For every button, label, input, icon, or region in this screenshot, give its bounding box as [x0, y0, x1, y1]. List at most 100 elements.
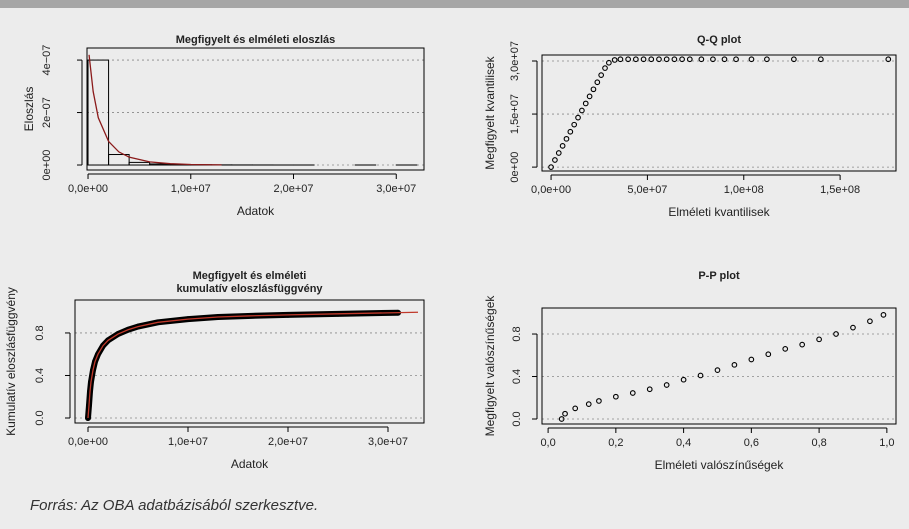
x-axis-label: Elméleti valószínűségek	[655, 458, 785, 472]
x-axis-label: Adatok	[237, 204, 275, 218]
point	[594, 79, 601, 86]
plot-box	[86, 47, 425, 171]
y-axis-label: Kumulatív eloszlásfüggvény	[4, 287, 18, 436]
point	[710, 56, 716, 63]
bar	[128, 161, 151, 166]
point	[782, 346, 789, 352]
point	[559, 143, 566, 149]
point	[625, 56, 631, 63]
point	[816, 336, 822, 343]
x-axis-label: Adatok	[231, 457, 269, 471]
bar	[87, 59, 110, 166]
y-axis-label: Eloszlás	[22, 87, 36, 132]
x-tick-label: 0,6	[744, 437, 759, 449]
y-tick-label: 0.8	[511, 326, 523, 341]
point	[572, 405, 579, 412]
x-tick-label: 1,0e+07	[171, 183, 211, 195]
point	[552, 157, 558, 163]
point	[548, 164, 554, 170]
point	[765, 351, 772, 358]
point	[648, 56, 655, 63]
x-tick-label: 5,0e+07	[627, 184, 667, 196]
point	[733, 56, 739, 63]
x-tick-label: 2,0e+07	[268, 436, 308, 448]
x-tick-label: 3,0e+07	[376, 183, 416, 195]
point	[579, 107, 585, 114]
point	[764, 56, 770, 63]
point	[721, 56, 728, 63]
point	[885, 56, 892, 63]
x-tick-label: 0,4	[676, 437, 691, 449]
chart-title: Megfigyelt és elméleti	[193, 270, 307, 282]
x-tick-label: 0,2	[608, 437, 623, 449]
point	[640, 56, 647, 63]
point	[791, 56, 797, 63]
point	[748, 56, 755, 63]
point	[629, 390, 636, 396]
point	[833, 331, 839, 337]
x-tick-label: 1,0e+08	[724, 184, 764, 196]
point	[697, 372, 704, 379]
point	[558, 416, 565, 422]
y-tick-label: 0.0	[511, 411, 523, 426]
point	[611, 57, 618, 63]
line	[87, 311, 419, 419]
plot-box	[74, 299, 425, 424]
y-tick-label: 3,0e+07	[509, 41, 521, 81]
point	[646, 386, 653, 393]
y-tick-label: 0.0	[34, 410, 46, 425]
y-tick-label: 1,5e+07	[509, 94, 521, 134]
x-tick-label: 1,5e+08	[820, 184, 860, 196]
point	[714, 367, 721, 373]
point	[562, 410, 568, 417]
point	[799, 341, 806, 348]
point	[671, 56, 678, 63]
point	[575, 114, 581, 121]
chart-title: Q-Q plot	[697, 34, 741, 46]
point	[656, 56, 662, 63]
source-note: Forrás: Az OBA adatbázisából szerkesztve…	[30, 497, 318, 514]
point	[680, 376, 687, 383]
y-tick-label: 0.4	[34, 368, 46, 383]
point	[632, 56, 639, 63]
point	[867, 318, 873, 325]
point	[748, 356, 755, 363]
x-axis-label: Elméleti kvantilisek	[668, 205, 770, 219]
point	[555, 150, 562, 156]
point	[598, 72, 605, 79]
point	[663, 382, 670, 388]
x-tick-label: 0,0e+00	[68, 183, 108, 195]
y-tick-label: 0e+00	[41, 150, 53, 181]
point	[850, 324, 856, 331]
point	[585, 401, 592, 407]
point	[606, 59, 612, 66]
top-bar	[0, 0, 909, 8]
x-tick-label: 0,0e+00	[68, 436, 108, 448]
x-tick-label: 1,0e+07	[168, 436, 208, 448]
y-tick-label: 0e+00	[509, 152, 521, 183]
point	[686, 56, 693, 63]
x-tick-label: 0,8	[811, 437, 826, 449]
x-tick-label: 0,0	[540, 437, 555, 449]
y-tick-label: 2e−07	[41, 97, 53, 128]
point	[602, 65, 608, 71]
x-tick-label: 3,0e+07	[368, 436, 408, 448]
point	[698, 56, 705, 63]
point	[590, 86, 597, 93]
y-tick-label: 0.8	[34, 325, 46, 340]
point	[679, 56, 685, 63]
point	[617, 56, 624, 63]
y-tick-label: 4e−07	[41, 45, 53, 76]
line	[88, 54, 222, 166]
chart-title: P-P plot	[698, 270, 740, 282]
y-tick-label: 0.4	[511, 369, 523, 384]
point	[571, 121, 578, 128]
plot-box	[541, 54, 897, 172]
point-trail	[85, 309, 401, 422]
point	[567, 128, 574, 135]
point	[582, 100, 589, 107]
point	[586, 93, 593, 100]
plot-box	[541, 307, 897, 425]
chart-title: Megfigyelt és elméleti eloszlás	[176, 34, 336, 46]
x-tick-label: 2,0e+07	[273, 183, 313, 195]
